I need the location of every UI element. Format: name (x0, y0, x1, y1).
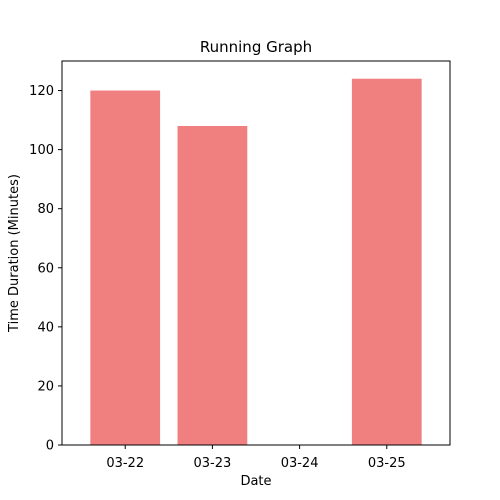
bar-03-22 (90, 90, 161, 446)
x-tick-label-03-23: 03-23 (194, 456, 232, 471)
x-axis-label: Date (240, 474, 271, 489)
bar-03-25 (351, 78, 422, 445)
x-axis-ticks: 03-22 03-23 03-24 03-25 (106, 445, 406, 471)
y-tick-label: 0 (46, 439, 54, 454)
plot-frame (61, 60, 451, 446)
y-tick-label: 80 (37, 202, 54, 217)
y-tick-label: 100 (29, 143, 54, 158)
y-axis-ticks: 0 20 40 60 80 100 120 (29, 84, 62, 454)
y-tick-label: 20 (37, 379, 54, 394)
chart-title: Running Graph (200, 38, 312, 56)
bar-03-23 (177, 125, 248, 445)
y-tick-label: 40 (37, 320, 54, 335)
x-tick-label-03-25: 03-25 (368, 456, 406, 471)
y-axis-label: Time Duration (Minutes) (7, 174, 22, 333)
y-tick-label: 120 (29, 84, 54, 99)
y-tick-label: 60 (37, 261, 54, 276)
x-tick-label-03-22: 03-22 (106, 456, 144, 471)
x-tick-label-03-24: 03-24 (281, 456, 319, 471)
bars-group (90, 78, 422, 446)
